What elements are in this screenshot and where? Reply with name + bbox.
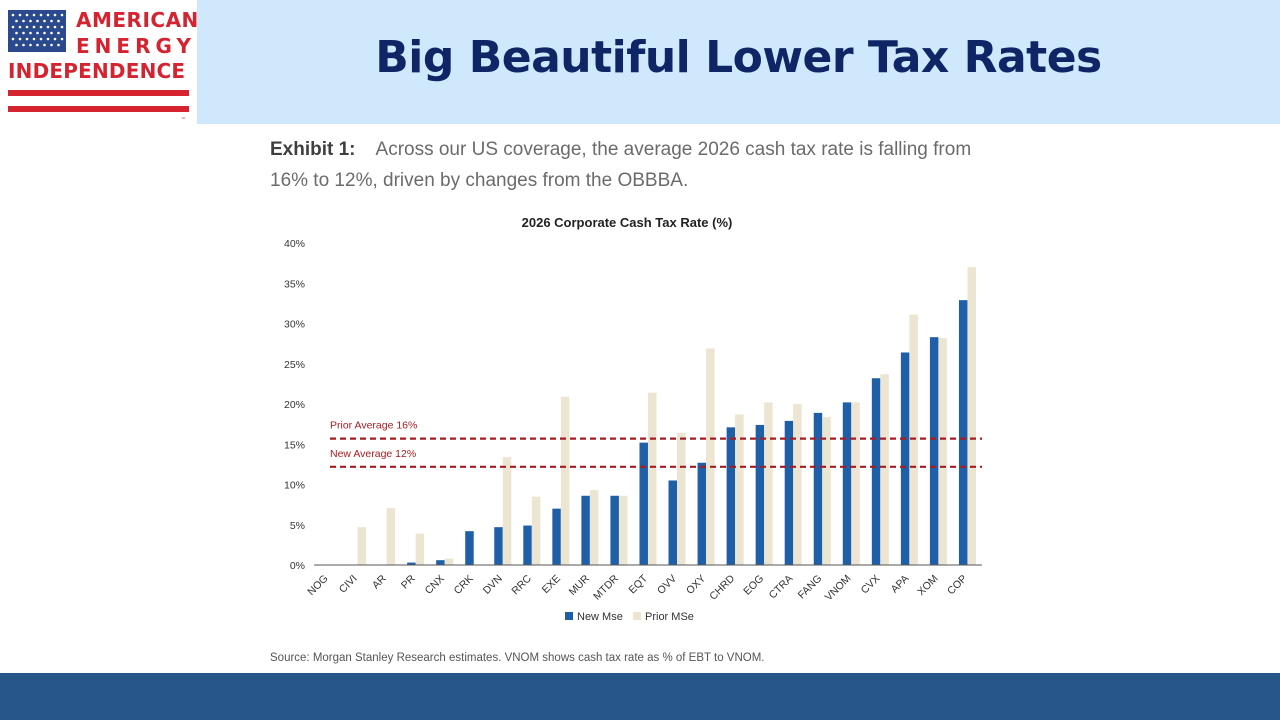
x-tick-label: MUR [567,572,593,598]
x-tick-label: COP [945,573,970,598]
x-tick-label: OXY [684,573,708,597]
bar-prior-mse [357,527,367,565]
header-band [197,0,1280,124]
bar-new-mse [929,337,939,565]
x-tick-label: CNX [423,573,447,597]
x-tick-label: EQT [626,572,650,596]
bar-prior-mse [415,533,425,565]
bar-prior-mse [909,314,918,565]
y-tick-label: 35% [284,278,305,290]
x-tick-label: EXE [540,573,563,596]
x-tick-label: NOG [305,573,330,598]
x-tick-label: APA [889,573,912,596]
source-note: Source: Morgan Stanley Research estimate… [270,652,765,664]
bar-prior-mse [938,337,947,565]
bar-new-mse [639,442,648,565]
bar-new-mse [784,420,794,565]
exhibit-text: Across our US coverage, the average 2026… [270,139,972,191]
bar-new-mse [900,352,910,565]
bar-new-mse [697,462,707,565]
bar-new-mse [494,527,503,565]
exhibit-label: Exhibit 1: [270,139,356,160]
legend-swatch [633,612,641,620]
page-title: Big Beautiful Lower Tax Rates [375,32,1102,83]
bar-new-mse [871,378,881,565]
bar-prior-mse [677,432,686,565]
bar-prior-mse [880,374,889,565]
logo-stripe [8,106,189,112]
x-tick-label: DVN [481,573,505,597]
x-tick-label: CIVI [337,573,360,596]
x-tick-label: FANG [796,573,825,602]
bar-prior-mse [647,392,657,565]
bar-new-mse [726,427,736,565]
tax-rate-chart: 2026 Corporate Cash Tax Rate (%) 0% 5% 10% 1… [284,215,982,623]
x-tick-label: PR [399,572,418,591]
bar-prior-mse [531,496,541,565]
x-tick-label: CHRD [707,572,737,602]
bar-new-mse [610,495,619,565]
x-tick-label: VNOM [823,573,854,604]
y-tick-label: 40% [284,238,305,250]
legend-label: Prior MSe [645,611,694,623]
x-tick-label: OVV [655,573,679,597]
y-tick-label: 20% [284,399,305,411]
bar-new-mse [755,424,765,565]
bar-new-mse [813,412,823,565]
bar-prior-mse [735,414,744,565]
logo-line-energy: ENERGY [76,34,196,58]
bar-prior-mse [793,404,802,565]
bar-prior-mse [967,267,976,565]
bar-prior-mse [618,495,628,565]
y-tick-label: 5% [290,520,305,532]
x-tick-label: AR [370,572,389,591]
bar-new-mse [668,480,678,565]
y-tick-label: 15% [284,439,305,451]
reference-line-label: Prior Average 16% [330,420,417,432]
x-tick-label: XOM [915,573,940,598]
exhibit-caption: Exhibit 1: Across our US coverage, the av… [270,134,1000,196]
logo: AMERICAN ENERGY INDEPENDENCE ™ [0,0,199,124]
bar-new-mse [407,562,416,565]
trademark-mark: ™ [181,116,185,121]
bar-prior-mse [764,402,773,565]
footer-band [0,673,1280,720]
bar-new-mse [552,508,561,565]
bar-prior-mse [502,457,512,565]
bar-new-mse [842,402,852,565]
chart-title: 2026 Corporate Cash Tax Rate (%) [522,215,733,230]
bar-new-mse [958,300,968,565]
logo-line-american: AMERICAN [76,8,199,32]
x-tick-label: RRC [509,572,534,597]
logo-line-independence: INDEPENDENCE [8,59,186,83]
y-tick-label: 25% [284,359,305,371]
bar-prior-mse [706,348,715,565]
legend-swatch [565,612,573,620]
bar-prior-mse [822,416,831,565]
legend-label: New Mse [577,611,623,623]
bar-prior-mse [589,490,599,565]
bar-new-mse [581,495,590,565]
bar-prior-mse [560,396,570,565]
bar-prior-mse [851,402,860,565]
x-tick-label: CVX [859,573,883,597]
bar-prior-mse [386,507,396,565]
x-tick-label: MTDR [591,572,621,602]
bar-new-mse [436,560,445,565]
flag-icon [8,10,66,52]
y-tick-label: 10% [284,480,305,492]
bar-new-mse [465,531,474,565]
x-tick-label: EOG [741,573,766,598]
reference-line-label: New Average 12% [330,448,416,460]
y-tick-label: 30% [284,319,305,331]
logo-stripe [8,90,189,96]
x-tick-label: CTRA [767,573,796,602]
y-tick-label: 0% [290,560,305,572]
x-tick-label: CRK [452,573,476,597]
bar-new-mse [523,525,532,565]
bar-prior-mse [444,558,454,565]
